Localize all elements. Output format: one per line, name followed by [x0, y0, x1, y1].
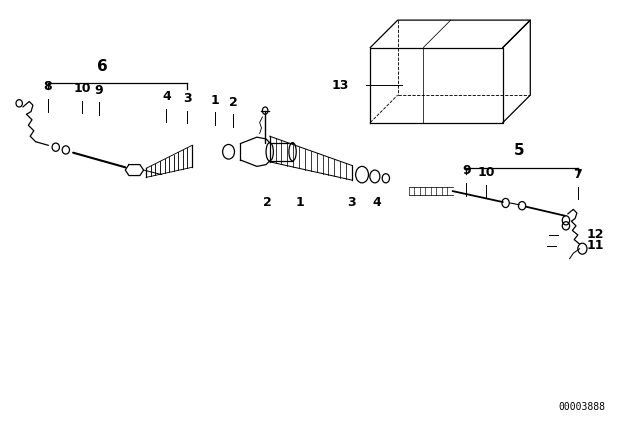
Text: 4: 4 [162, 90, 171, 103]
Text: 1: 1 [211, 94, 220, 107]
Text: 3: 3 [183, 92, 192, 105]
Text: 4: 4 [372, 196, 381, 209]
Text: 9: 9 [462, 164, 470, 177]
Text: 9: 9 [95, 84, 103, 97]
Text: 2: 2 [262, 196, 271, 209]
Text: 8: 8 [44, 80, 52, 93]
Text: 10: 10 [477, 166, 495, 179]
Text: 13: 13 [332, 78, 349, 91]
Text: 10: 10 [74, 82, 91, 95]
Text: 3: 3 [348, 196, 356, 209]
Text: 5: 5 [514, 143, 525, 158]
Text: 1: 1 [296, 196, 304, 209]
Text: 6: 6 [97, 59, 108, 74]
Text: 11: 11 [587, 239, 604, 252]
Text: 00003888: 00003888 [558, 402, 605, 412]
Text: 2: 2 [228, 96, 237, 109]
Text: 7: 7 [573, 168, 582, 181]
Text: 12: 12 [587, 228, 604, 241]
